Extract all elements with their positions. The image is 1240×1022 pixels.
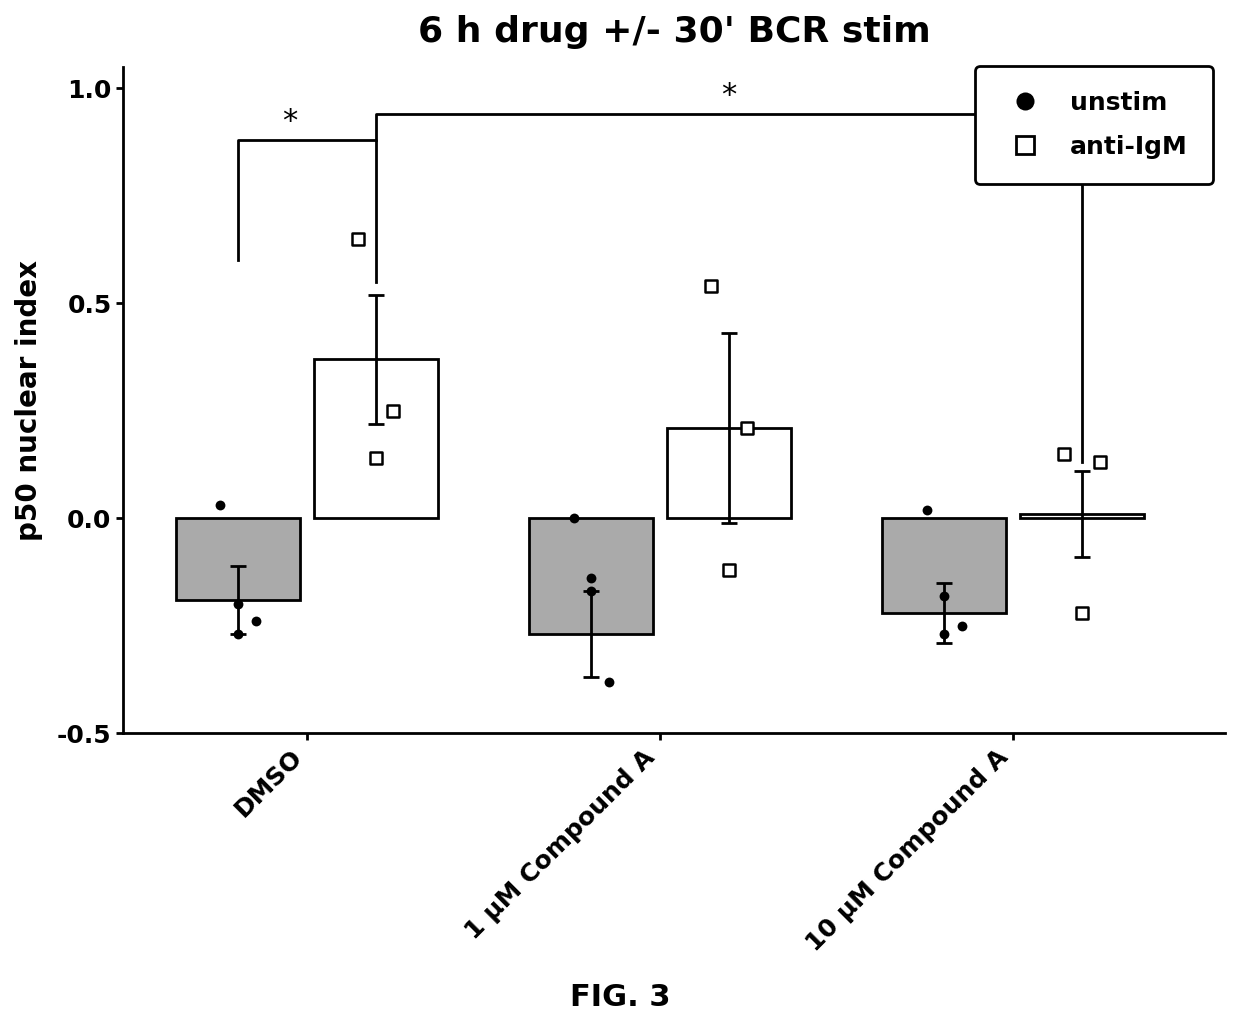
Bar <box>314 359 438 518</box>
Bar <box>667 428 791 518</box>
Point <box>348 231 368 247</box>
Point <box>1090 454 1110 470</box>
Point <box>952 617 972 634</box>
Point <box>916 502 936 518</box>
Bar <box>883 518 1006 613</box>
Point <box>383 403 403 419</box>
Point <box>1073 605 1092 621</box>
Point <box>228 596 248 612</box>
Point <box>582 584 601 600</box>
Point <box>737 420 756 436</box>
Point <box>719 562 739 578</box>
Point <box>366 450 386 466</box>
Point <box>702 278 722 294</box>
Text: FIG. 3: FIG. 3 <box>569 983 671 1012</box>
Bar <box>1021 514 1143 518</box>
Point <box>935 588 955 604</box>
Point <box>564 510 584 526</box>
Y-axis label: p50 nuclear index: p50 nuclear index <box>15 260 43 541</box>
Point <box>935 626 955 643</box>
Point <box>211 497 231 513</box>
Point <box>599 673 619 690</box>
Bar <box>529 518 653 635</box>
Point <box>1054 446 1074 462</box>
Text: *: * <box>722 81 737 110</box>
Point <box>228 626 248 643</box>
Legend: unstim, anti-IgM: unstim, anti-IgM <box>975 66 1213 184</box>
Text: *: * <box>281 106 296 136</box>
Point <box>582 570 601 587</box>
Title: 6 h drug +/- 30' BCR stim: 6 h drug +/- 30' BCR stim <box>418 15 930 49</box>
Bar <box>176 518 300 600</box>
Point <box>246 613 265 630</box>
